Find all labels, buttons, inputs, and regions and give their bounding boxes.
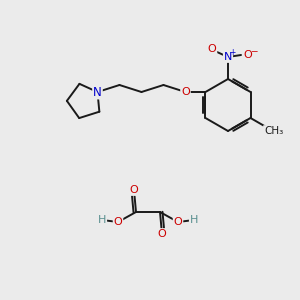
Text: O: O [158, 229, 166, 239]
Text: H: H [190, 215, 198, 225]
Text: H: H [98, 215, 106, 225]
Text: N: N [224, 52, 232, 62]
Text: −: − [250, 46, 258, 56]
Text: O: O [114, 217, 122, 227]
Text: +: + [229, 48, 236, 57]
Text: O: O [174, 217, 182, 227]
Text: O: O [181, 87, 190, 97]
Text: CH₃: CH₃ [264, 126, 283, 136]
Text: O: O [244, 50, 252, 60]
Text: O: O [130, 185, 138, 195]
Text: N: N [93, 85, 102, 98]
Text: O: O [208, 44, 216, 54]
